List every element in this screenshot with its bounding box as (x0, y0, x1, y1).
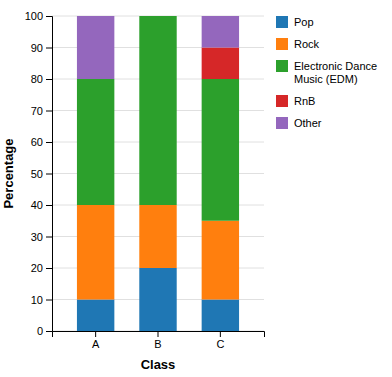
tick-mark (46, 174, 52, 175)
bar (139, 205, 176, 268)
tick-label: 30 (31, 231, 43, 243)
legend-item: Rock (276, 38, 320, 50)
chart: 0 10 20 30 40 50 60 70 80 90 100 A B C Class Percentage… (0, 0, 392, 377)
tick-mark (46, 142, 52, 143)
tick: 50 (31, 168, 52, 180)
bar (139, 16, 176, 17)
bar (202, 300, 239, 332)
tick-mark (46, 16, 52, 17)
tick-mark (46, 79, 52, 80)
tick-mark (46, 268, 52, 269)
tick: C (216, 331, 224, 350)
tick: 20 (31, 262, 52, 274)
series (77, 16, 239, 221)
bar (77, 300, 114, 332)
tick-label: 80 (31, 73, 43, 85)
tick-label: A (92, 338, 100, 350)
tick-mark (46, 237, 52, 238)
x-axis: A B C (53, 331, 265, 350)
legend: Pop Rock Electronic DanceMusic (EDM) RnB Oth… (276, 16, 377, 129)
tick-mark (46, 205, 52, 206)
tick-label: 20 (31, 262, 43, 274)
bar (139, 16, 176, 205)
tick-label: C (216, 338, 224, 350)
tick: 60 (31, 136, 52, 148)
bar (139, 268, 176, 331)
bar (77, 205, 114, 300)
tick-mark (158, 331, 159, 337)
tick: 100 (25, 10, 52, 22)
tick-mark (220, 331, 221, 337)
tick: 80 (31, 73, 52, 85)
tick: 40 (31, 199, 52, 211)
tick-mark (46, 111, 52, 112)
tick: 10 (31, 294, 52, 306)
plot: 0 10 20 30 40 50 60 70 80 90 100 A B C Class Percentage (1, 10, 265, 372)
legend-swatch (276, 38, 288, 50)
legend-item: Pop (276, 16, 314, 28)
axis-line (46, 17, 53, 332)
tick: B (154, 331, 161, 350)
bar (202, 79, 239, 221)
axis-line (53, 332, 265, 338)
tick-mark (46, 300, 52, 301)
legend-label: Electronic DanceMusic (EDM) (294, 60, 377, 85)
legend-item: Electronic DanceMusic (EDM) (276, 60, 377, 85)
legend-swatch (276, 95, 288, 107)
tick-label: 10 (31, 294, 43, 306)
tick-label: 100 (25, 10, 43, 22)
y-axis-title: Percentage (1, 138, 16, 208)
y-axis: 0 10 20 30 40 50 60 70 80 90 100 (25, 10, 53, 337)
legend-item: RnB (276, 95, 315, 107)
tick: 0 (37, 325, 52, 337)
series (77, 16, 239, 79)
tick: 30 (31, 231, 52, 243)
grid (52, 16, 264, 331)
chart-container: 0 10 20 30 40 50 60 70 80 90 100 A B C Class Percentage… (0, 0, 392, 377)
bar (77, 79, 114, 205)
legend-label: RnB (294, 95, 315, 107)
tick-label: 50 (31, 168, 43, 180)
tick-label: 70 (31, 105, 43, 117)
tick: A (92, 331, 100, 350)
legend-swatch (276, 16, 288, 28)
tick-label: 0 (37, 325, 43, 337)
tick-mark (46, 48, 52, 49)
bar (77, 16, 114, 79)
legend-label: Other (294, 117, 322, 129)
tick-mark (46, 331, 52, 332)
legend-label: Rock (294, 38, 320, 50)
legend-swatch (276, 60, 288, 72)
tick-label: B (154, 338, 161, 350)
tick: 70 (31, 105, 52, 117)
bar (202, 221, 239, 300)
tick: 90 (31, 42, 52, 54)
bars (77, 16, 239, 331)
series (202, 48, 239, 80)
bar (202, 16, 239, 48)
tick-label: 60 (31, 136, 43, 148)
bar (202, 48, 239, 80)
tick-label: 90 (31, 42, 43, 54)
x-axis-title: Class (141, 357, 176, 372)
tick-label: 40 (31, 199, 43, 211)
legend-item: Other (276, 117, 322, 129)
legend-swatch (276, 117, 288, 129)
tick-mark (95, 331, 96, 337)
legend-label: Pop (294, 16, 314, 28)
bar (139, 16, 176, 17)
